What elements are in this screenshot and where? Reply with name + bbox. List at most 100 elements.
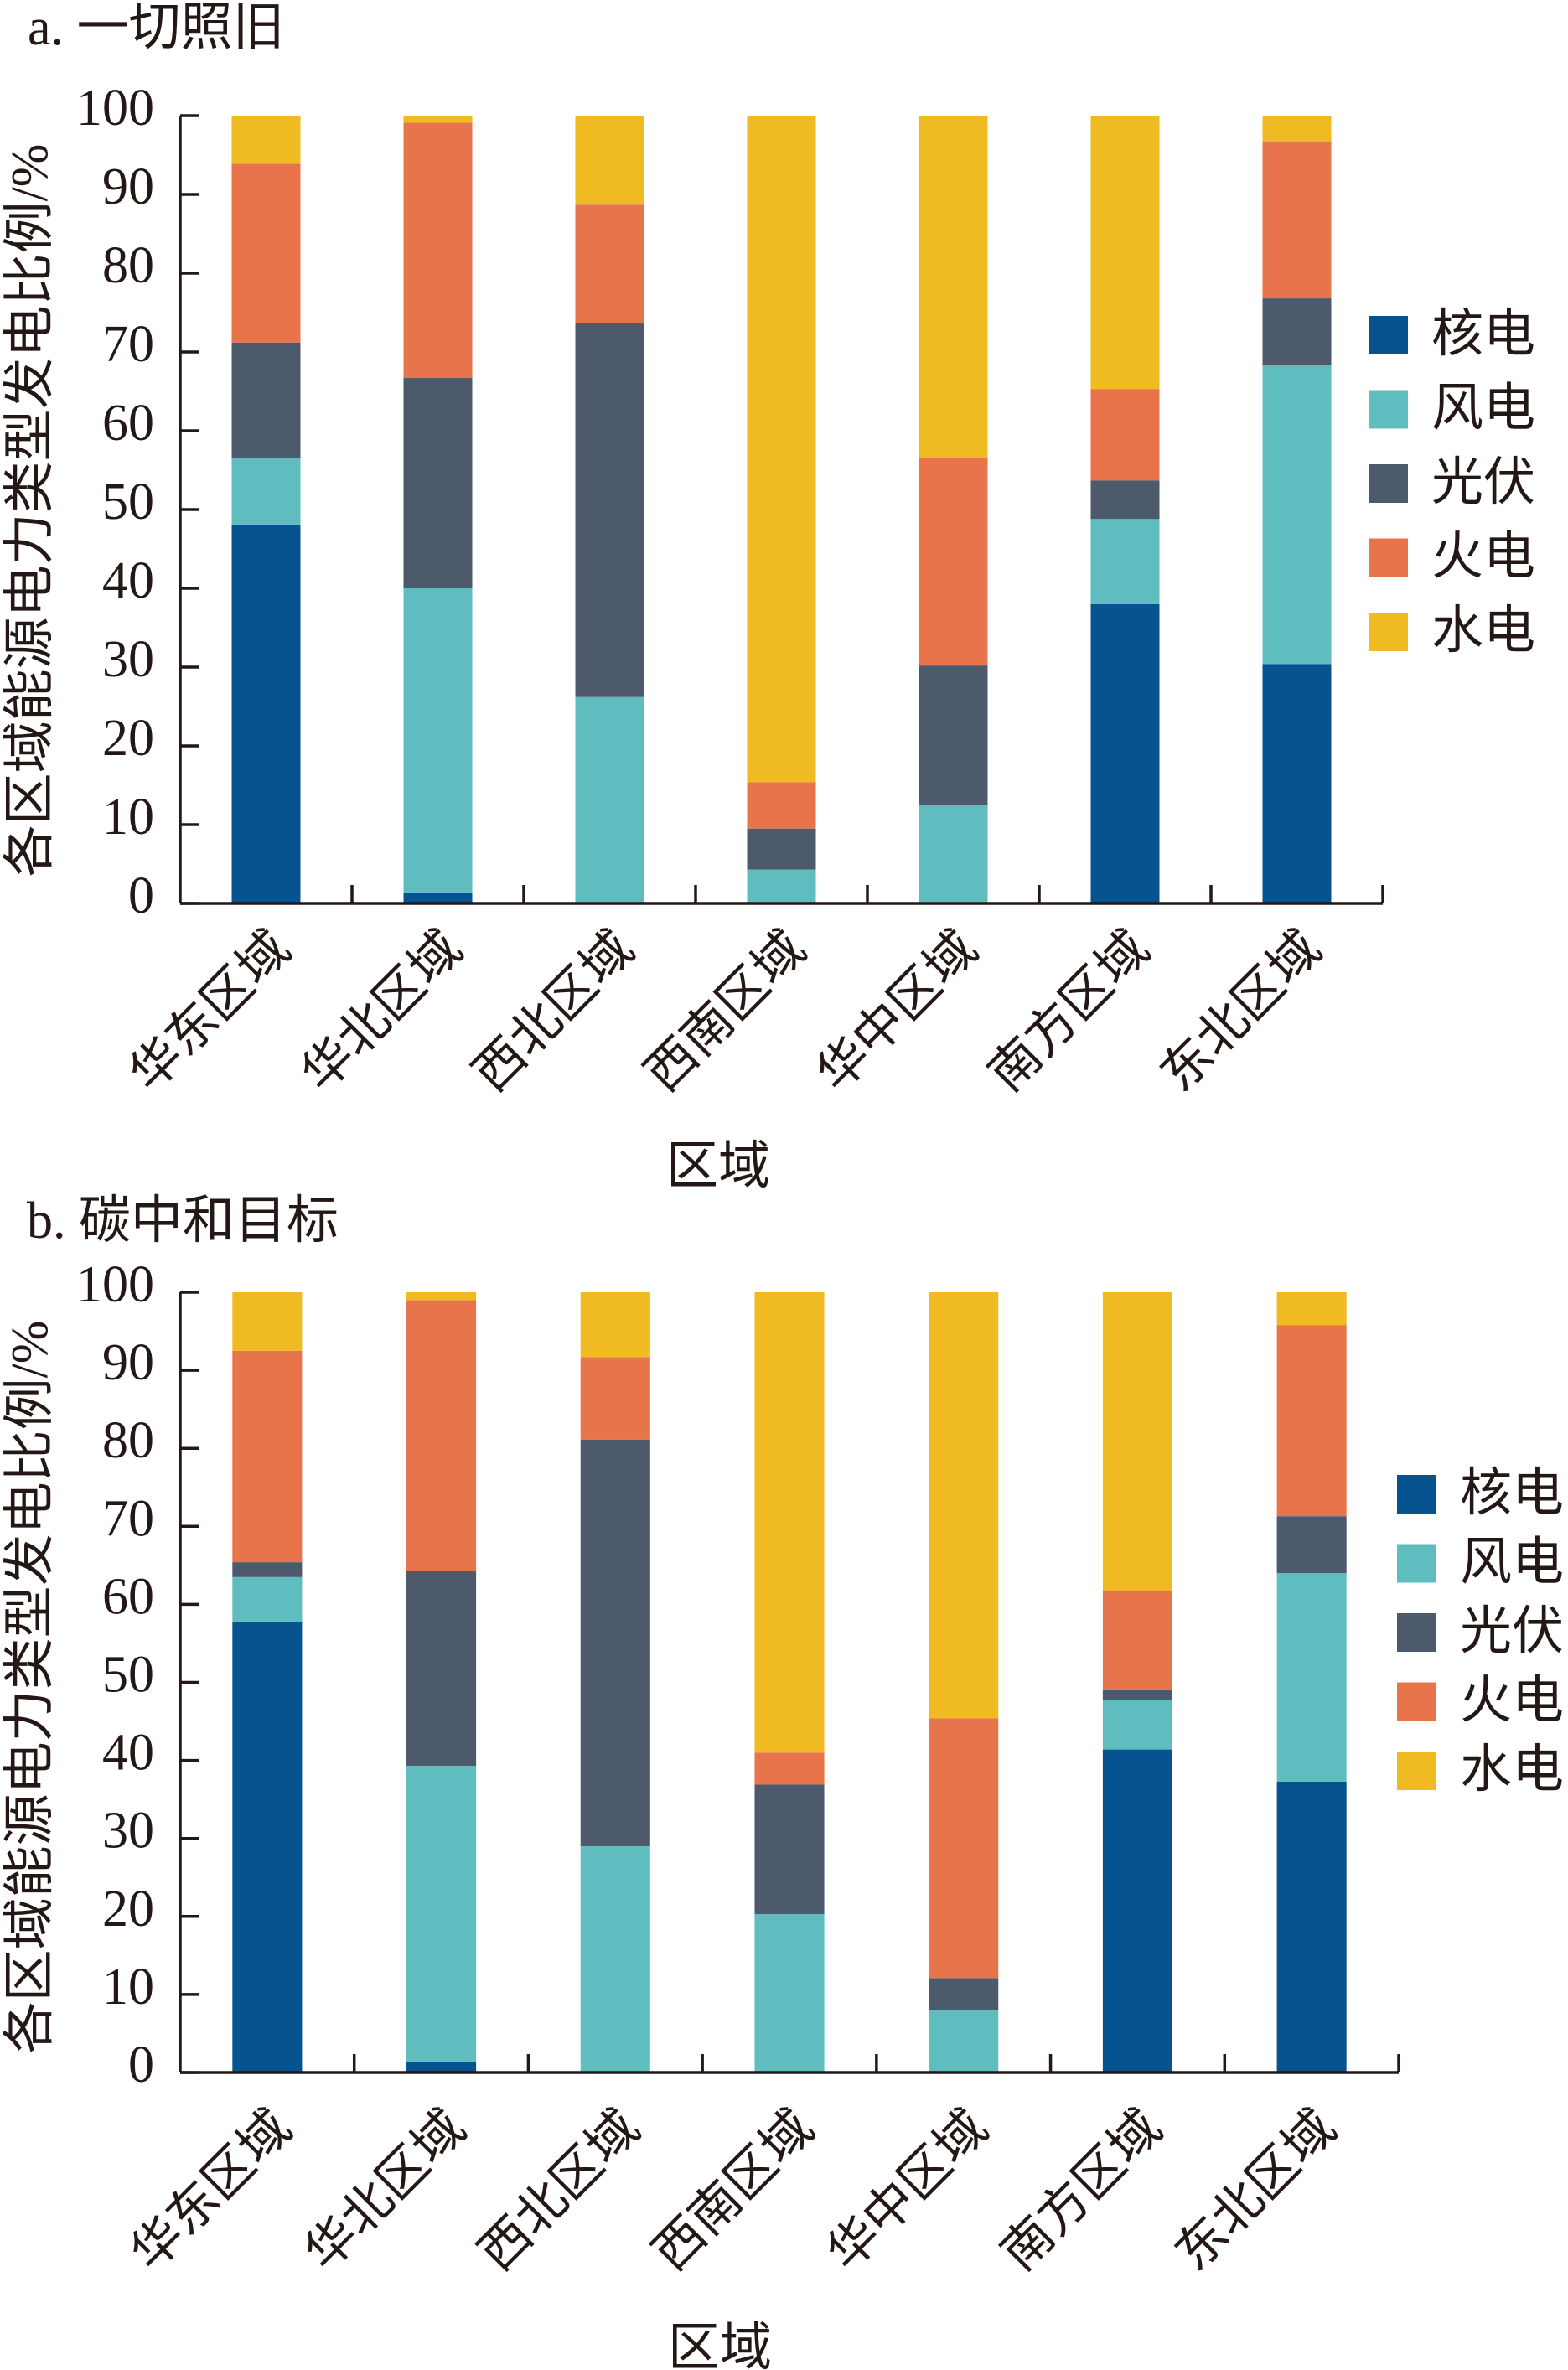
bar-segment (747, 782, 816, 829)
stacked-bar (754, 1292, 825, 2072)
legend-swatch (1369, 316, 1408, 354)
bar-segment (1102, 1590, 1172, 1690)
legend-swatch (1397, 1544, 1436, 1583)
bar-segment (1262, 298, 1332, 365)
y-tick-label: 30 (102, 631, 154, 688)
bar-segment (575, 116, 644, 205)
stacked-bar (1262, 116, 1332, 903)
legend-swatch (1397, 1752, 1436, 1790)
bar-segment (747, 828, 816, 870)
stacked-bar (580, 1292, 650, 2072)
bar-segment (403, 122, 473, 379)
bar-segment (919, 805, 988, 903)
x-tick-label: 西北区域 (468, 2100, 649, 2281)
bar-segment (1090, 116, 1160, 390)
x-tick-label: 华中区域 (806, 921, 987, 1102)
bar-segment (754, 1292, 825, 1753)
legend-swatch (1369, 538, 1408, 577)
legend-label: 风电 (1431, 380, 1535, 437)
legend-item: 光伏 (1369, 454, 1535, 511)
legend-label: 火电 (1460, 1673, 1564, 1730)
bar-segment (232, 1562, 303, 1577)
legend-label: 核电 (1460, 1465, 1564, 1522)
bar-segment (403, 378, 473, 588)
bar-segment (1276, 1781, 1347, 2072)
bar-segment (403, 116, 473, 123)
y-tick-label: 30 (102, 1803, 154, 1860)
stacked-bar (231, 116, 301, 903)
bar-segment (403, 588, 473, 893)
y-tick-label: 20 (102, 710, 154, 767)
bar-segment (1262, 664, 1332, 903)
legend-swatch (1397, 1682, 1436, 1721)
bar-segment (1102, 1292, 1172, 1591)
bar-segment (580, 1357, 650, 1440)
bar-segment (929, 1978, 999, 2010)
legend-label: 风电 (1460, 1534, 1564, 1591)
bar-segment (1090, 519, 1160, 604)
legend-swatch (1369, 613, 1408, 651)
legend-item: 火电 (1369, 529, 1535, 586)
y-tick-label: 60 (102, 1568, 154, 1625)
x-tick-label: 西南区域 (643, 2100, 824, 2281)
legend-label: 水电 (1460, 1741, 1564, 1798)
stacked-bar (1102, 1292, 1172, 2072)
stacked-bar (1090, 116, 1160, 903)
x-tick-label: 西北区域 (463, 921, 644, 1102)
bar-segment (231, 524, 301, 903)
bar-segment (1276, 1292, 1347, 1326)
legend-item: 风电 (1369, 380, 1535, 437)
x-tick-label: 东北区域 (1150, 921, 1331, 1102)
bar-segment (919, 116, 988, 458)
legend-item: 风电 (1397, 1534, 1564, 1591)
x-tick-label: 南方区域 (991, 2100, 1172, 2281)
bar-segment (403, 892, 473, 903)
y-tick-label: 50 (102, 473, 154, 530)
bar-segment (575, 204, 644, 323)
x-tick-label: 华北区域 (294, 2100, 475, 2281)
y-tick-label: 80 (102, 237, 154, 294)
bar-segment (1090, 389, 1160, 481)
x-tick-label: 南方区域 (978, 921, 1159, 1102)
bar-segment (406, 1571, 477, 1767)
bar-segment (406, 2061, 477, 2072)
y-tick-label: 50 (102, 1647, 154, 1704)
legend-label: 光伏 (1460, 1603, 1564, 1660)
y-axis-label: 各区域能源电力类型发电比例/% (2, 1321, 59, 2054)
bar-segment (580, 1439, 650, 1847)
bar-segment (929, 2010, 999, 2072)
legend-label: 水电 (1431, 603, 1535, 660)
bar-segment (575, 323, 644, 697)
panel-b-chart: b. 碳中和目标 各区域能源电力类型发电比例/% 区域 0 10 20 30 40 50 6… (2, 1193, 1564, 2370)
bar-segment (754, 1784, 825, 1915)
bar-segment (747, 116, 816, 783)
bar-segment (231, 163, 301, 343)
legend-swatch (1369, 464, 1408, 503)
legend-item: 光伏 (1397, 1603, 1564, 1660)
legend-item: 火电 (1397, 1673, 1564, 1730)
plot-area: 0 10 20 30 40 50 60 70 80 90 100 华东区域华北区域西北区域西南区域华中… (76, 1256, 1564, 2281)
bar-segment (919, 665, 988, 805)
bar-segment (231, 116, 301, 164)
bar-segment (1276, 1325, 1347, 1517)
stacked-bar (232, 1292, 303, 2072)
x-axis-label: 区域 (666, 1138, 770, 1195)
bar-segment (580, 1846, 650, 2072)
bar-segment (1102, 1700, 1172, 1750)
y-tick-label: 40 (102, 1725, 154, 1782)
y-tick-label: 90 (102, 158, 154, 215)
y-tick-label: 60 (102, 395, 154, 452)
bar-segment (575, 696, 644, 903)
bar-segment (232, 1576, 303, 1622)
y-tick-label: 100 (76, 1256, 154, 1313)
bars (232, 1292, 1347, 2072)
bar-segment (1262, 142, 1332, 299)
y-tick-label: 70 (102, 316, 154, 373)
y-tick-label: 10 (102, 1959, 154, 2016)
bar-segment (406, 1292, 477, 1301)
legend-item: 水电 (1369, 603, 1535, 660)
x-tick-label: 华东区域 (119, 921, 300, 1102)
